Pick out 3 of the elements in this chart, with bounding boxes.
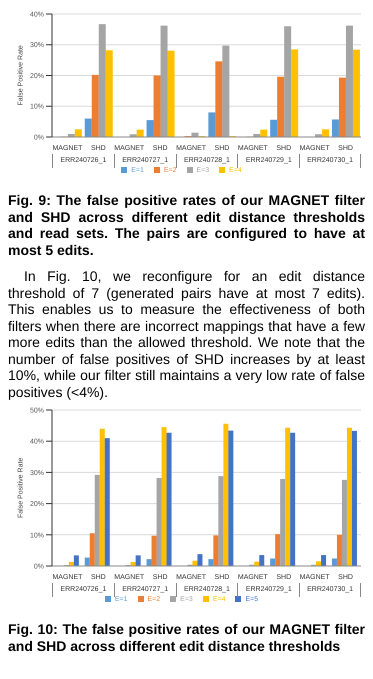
caption: Fig. 10: The false positive rates of our MAGNET filter and SHD across different edit distance thresholds (8, 621, 365, 654)
caption: Fig. 9: The false positive rates of our MAGNET filter and SHD across different edit distance thresholds and read sets. The pairs are configured to have at most 5 edits. (8, 192, 365, 258)
text: In Fig. 10, we reconfigure for an edit distance threshold of 7 (generated pairs have at most 7 edits). This enables us to measure the effectiveness of both filters when there are incorrect mappings that have a few more edits than the allowed threshold. We note that the number of false positives of SHD increases by at least 10%, while our filter still maintains a very low rate of false positives (<4%). (8, 268, 365, 400)
